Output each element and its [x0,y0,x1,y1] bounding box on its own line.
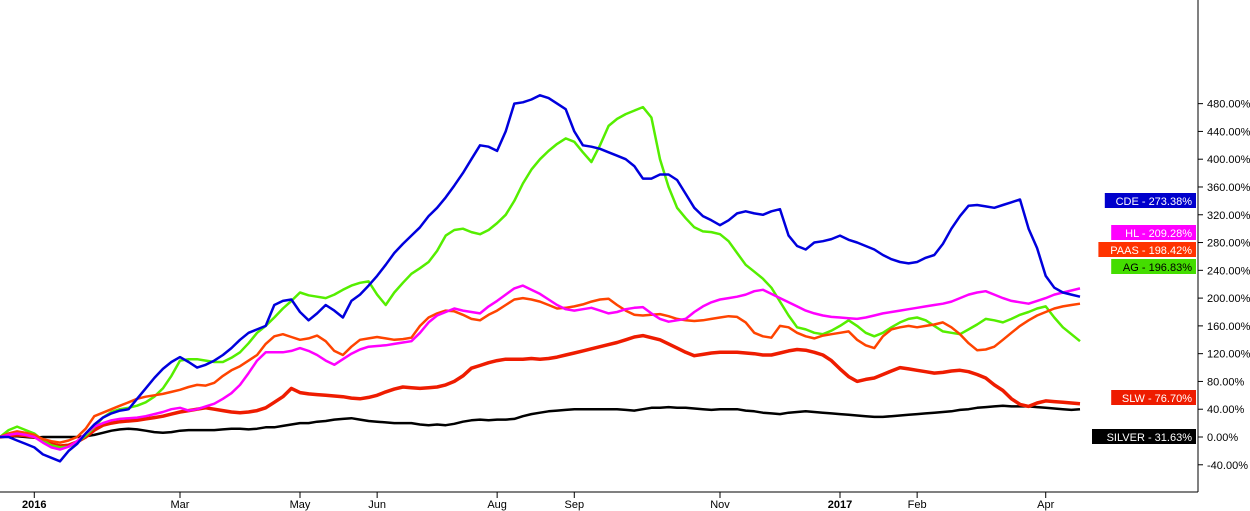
series-line-hl [0,284,1081,451]
y-tick-label: 0.00% [1207,432,1238,444]
y-tick-label: 280.00% [1207,238,1250,250]
y-tick-label: 160.00% [1207,321,1250,333]
x-tick-label: Feb [908,499,927,511]
series-label-paas: PAAS - 198.42% [1098,242,1196,257]
y-tick-label: 120.00% [1207,349,1250,361]
x-tick-label: Jun [368,499,386,511]
series-line-slw [0,333,1081,448]
x-tick-label: May [290,499,311,511]
series-label-text: SILVER - 31.63% [1107,432,1193,444]
y-tick-label: 80.00% [1207,376,1245,388]
y-tick-label: 440.00% [1207,126,1250,138]
y-tick-label: 320.00% [1207,210,1250,222]
series-label-text: SLW - 76.70% [1122,393,1192,405]
series-label-text: AG - 196.83% [1123,262,1192,274]
x-tick-label: Sep [564,499,584,511]
y-axis: -40.00% 0.00% 40.00% 80.00% 120.00% 160.00% 20… [1198,99,1250,472]
series-label-bg [1111,259,1196,274]
series-label-slw: SLW - 76.70% [1111,390,1196,405]
x-axis: 2016 Mar May Jun Aug Sep Nov 2017 Feb Apr [22,492,1055,511]
y-tick-label: 400.00% [1207,154,1250,166]
series-line-ag [0,105,1081,449]
series-label-ag: AG - 196.83% [1111,259,1196,274]
y-tick-label: 200.00% [1207,293,1250,305]
series-line-paas [0,296,1081,444]
series-last-value-labels: CDE - 273.38% HL - 209.28% PAAS - 198.42% A… [1092,193,1196,444]
series-lines [0,94,1081,463]
series-label-bg [1104,193,1196,208]
series-label-bg [1111,390,1196,405]
series-line-cde [0,94,1081,463]
y-tick-label: 480.00% [1207,99,1250,111]
series-label-bg [1111,225,1196,240]
series-label-cde: CDE - 273.38% [1104,193,1196,208]
x-tick-label: 2017 [828,499,852,511]
y-tick-label: -40.00% [1207,460,1248,472]
x-tick-label: Aug [487,499,507,511]
y-tick-label: 360.00% [1207,182,1250,194]
series-label-text: PAAS - 198.42% [1110,245,1192,257]
series-label-text: CDE - 273.38% [1116,196,1193,208]
series-label-hl: HL - 209.28% [1111,225,1196,240]
series-label-silver: SILVER - 31.63% [1092,429,1196,444]
series-line-silver [0,404,1081,439]
y-tick-label: 240.00% [1207,265,1250,277]
x-tick-label: Mar [171,499,190,511]
x-tick-label: Apr [1037,499,1054,511]
series-label-text: HL - 209.28% [1125,228,1192,240]
y-tick-label: 40.00% [1207,404,1245,416]
series-label-bg [1098,242,1196,257]
series-label-bg [1092,429,1196,444]
x-tick-label: Nov [710,499,730,511]
x-tick-label: 2016 [22,499,46,511]
